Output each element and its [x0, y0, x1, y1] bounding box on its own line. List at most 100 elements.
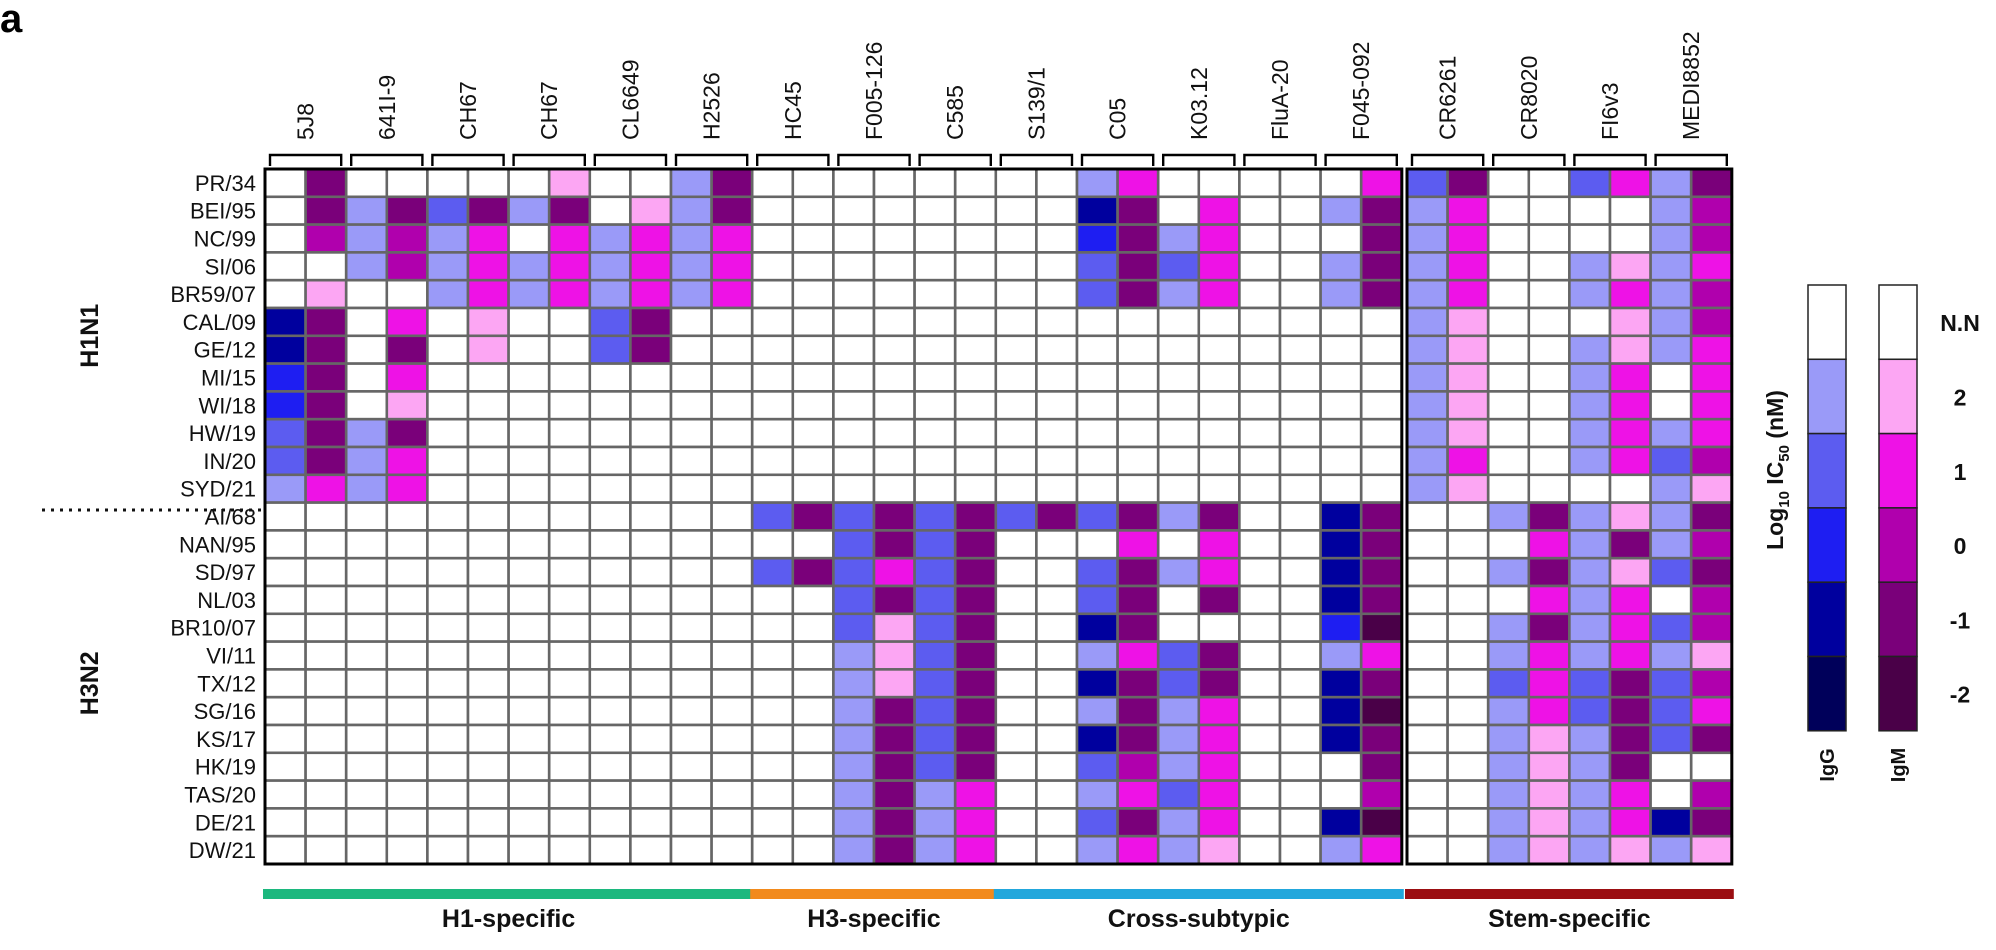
heatmap-cell: [344, 251, 389, 282]
legend-swatch-igm-1: [1878, 432, 1918, 509]
heatmap-cell: [1197, 251, 1241, 282]
heatmap-cell: [1405, 695, 1449, 727]
heatmap-cell: [1238, 834, 1282, 866]
heatmap-cell: [1568, 501, 1612, 532]
heatmap-cell: [1405, 834, 1449, 866]
heatmap-cell: [1527, 751, 1571, 782]
heatmap-cell: [1156, 167, 1201, 199]
heatmap-cell: [1568, 556, 1612, 588]
panel-letter: a: [0, 0, 23, 41]
heatmap-cell: [1359, 556, 1404, 588]
heatmap-cell: [1608, 668, 1652, 699]
heatmap-cell: [507, 362, 551, 393]
heatmap-cell: [1568, 584, 1612, 616]
heatmap-cell: [669, 834, 713, 866]
heatmap-cell: [994, 529, 1038, 560]
heatmap-cell: [1116, 584, 1160, 616]
heatmap-cell: [1197, 556, 1241, 588]
heatmap-cell: [588, 668, 632, 699]
heatmap-cell: [344, 834, 389, 866]
heatmap-cell: [953, 779, 998, 810]
heatmap-cell: [791, 167, 835, 199]
heatmap-cell: [710, 501, 754, 532]
heatmap-cell: [1238, 640, 1282, 671]
heatmap-cell: [669, 362, 713, 393]
heatmap-cell: [1278, 195, 1322, 226]
heatmap-cell: [385, 445, 429, 477]
heatmap-cell: [710, 556, 754, 588]
heatmap-cell: [1197, 751, 1241, 782]
heatmap-cell: [507, 807, 551, 838]
heatmap-cell: [913, 751, 957, 782]
heatmap-cell: [304, 668, 348, 699]
heatmap-cell: [791, 362, 835, 393]
heatmap-cell: [1649, 779, 1693, 810]
heatmap-cell: [1075, 390, 1119, 421]
group-label-h1-specific: H1-specific: [442, 905, 575, 933]
heatmap-cell: [1568, 390, 1612, 421]
heatmap-cell: [1446, 445, 1490, 477]
heatmap-cell: [750, 306, 795, 338]
heatmap-cell: [669, 417, 713, 449]
heatmap-cell: [263, 612, 307, 643]
heatmap-cell: [1116, 334, 1160, 365]
heatmap-cell: [791, 529, 835, 560]
heatmap-cell: [1278, 278, 1322, 310]
antibody-label-5j8: 5J8: [293, 103, 319, 140]
heatmap-cell: [1156, 362, 1201, 393]
heatmap-cell: [913, 195, 957, 226]
heatmap-cell: [1035, 584, 1079, 616]
heatmap-cell: [1527, 779, 1571, 810]
heatmap-cell: [791, 501, 835, 532]
heatmap-cell: [385, 640, 429, 671]
heatmap-cell: [1278, 334, 1322, 365]
heatmap-cell: [1156, 556, 1201, 588]
heatmap-cell: [507, 251, 551, 282]
heatmap-cell: [1197, 195, 1241, 226]
heatmap-cell: [547, 779, 592, 810]
heatmap-cell: [629, 167, 673, 199]
heatmap-cell: [344, 473, 389, 504]
heatmap-cell: [344, 390, 389, 421]
heatmap-cell: [547, 390, 592, 421]
heatmap-cell: [1156, 668, 1201, 699]
isotype-bracket: [1573, 153, 1647, 166]
heatmap-cell: [1197, 473, 1241, 504]
isotype-bracket: [1162, 153, 1236, 166]
heatmap-cell: [263, 223, 307, 254]
heatmap-cell: [1319, 362, 1363, 393]
heatmap-cell: [466, 529, 510, 560]
heatmap-cell: [1116, 501, 1160, 532]
heatmap-cell: [832, 278, 876, 310]
heatmap-cell: [913, 278, 957, 310]
heatmap-cell: [1359, 445, 1404, 477]
heatmap-cell: [1527, 223, 1571, 254]
heatmap-cell: [1197, 223, 1241, 254]
heatmap-cell: [832, 445, 876, 477]
heatmap-cell: [588, 306, 632, 338]
heatmap-cell: [953, 529, 998, 560]
heatmap-cell: [953, 640, 998, 671]
heatmap-cell: [385, 223, 429, 254]
heatmap-cell: [1075, 473, 1119, 504]
heatmap-cell: [1359, 306, 1404, 338]
heatmap-cell: [426, 612, 470, 643]
heatmap-cell: [1156, 278, 1201, 310]
heatmap-cell: [1035, 695, 1079, 727]
heatmap-cell: [344, 751, 389, 782]
heatmap-cell: [263, 501, 307, 532]
heatmap-cell: [1116, 695, 1160, 727]
heatmap-cell: [1527, 640, 1571, 671]
heatmap-cell: [1238, 362, 1282, 393]
heatmap-cell: [1116, 834, 1160, 866]
legend-title-part: (nM): [1762, 390, 1788, 445]
heatmap-cell: [1359, 584, 1404, 616]
antibody-label-f005-126: F005-126: [861, 42, 887, 140]
heatmap-cell: [1649, 223, 1693, 254]
heatmap-cell: [994, 556, 1038, 588]
heatmap-cell: [1238, 779, 1282, 810]
heatmap-cell: [994, 751, 1038, 782]
heatmap-cell: [953, 584, 998, 616]
heatmap-cell: [385, 473, 429, 504]
heatmap-cell: [1238, 251, 1282, 282]
